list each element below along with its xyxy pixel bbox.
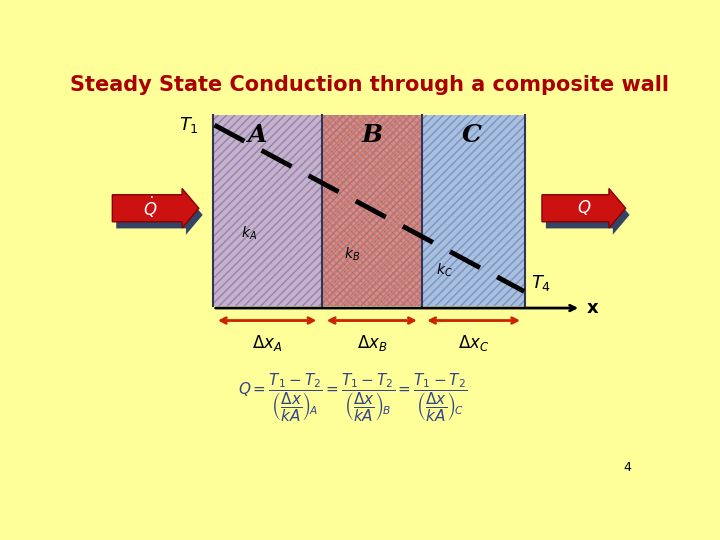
Text: A: A [248,124,267,147]
Text: x: x [587,299,598,317]
Text: C: C [462,124,482,147]
Bar [213,114,322,306]
Text: $\Delta x_{C}$: $\Delta x_{C}$ [458,333,490,353]
Text: $k_B$: $k_B$ [344,245,360,262]
FancyArrow shape [542,188,626,228]
Bar [422,114,526,306]
Text: $Q$: $Q$ [577,198,591,217]
FancyArrow shape [116,195,203,235]
Text: $Q = \dfrac{T_1 - T_2}{\left(\dfrac{\Delta x}{kA}\right)_{\!A}}= \dfrac{T_1 - T_: $Q = \dfrac{T_1 - T_2}{\left(\dfrac{\Del… [238,371,467,424]
Text: B: B [361,124,382,147]
Bar [322,114,422,306]
Bar [322,114,422,306]
Text: $T_4$: $T_4$ [531,273,551,293]
Text: $T_1$: $T_1$ [179,115,199,135]
Text: $\dot{Q}$: $\dot{Q}$ [143,194,157,220]
Text: $k_C$: $k_C$ [436,262,453,279]
Text: $\Delta x_{A}$: $\Delta x_{A}$ [252,333,283,353]
Text: $k_A$: $k_A$ [241,225,257,242]
Text: $\Delta x_{B}$: $\Delta x_{B}$ [356,333,387,353]
Bar [422,114,526,306]
FancyArrow shape [112,188,199,228]
Bar [213,114,322,306]
Bar [322,114,422,306]
Text: 4: 4 [624,461,631,474]
Text: Steady State Conduction through a composite wall: Steady State Conduction through a compos… [70,75,668,95]
FancyArrow shape [546,195,629,235]
